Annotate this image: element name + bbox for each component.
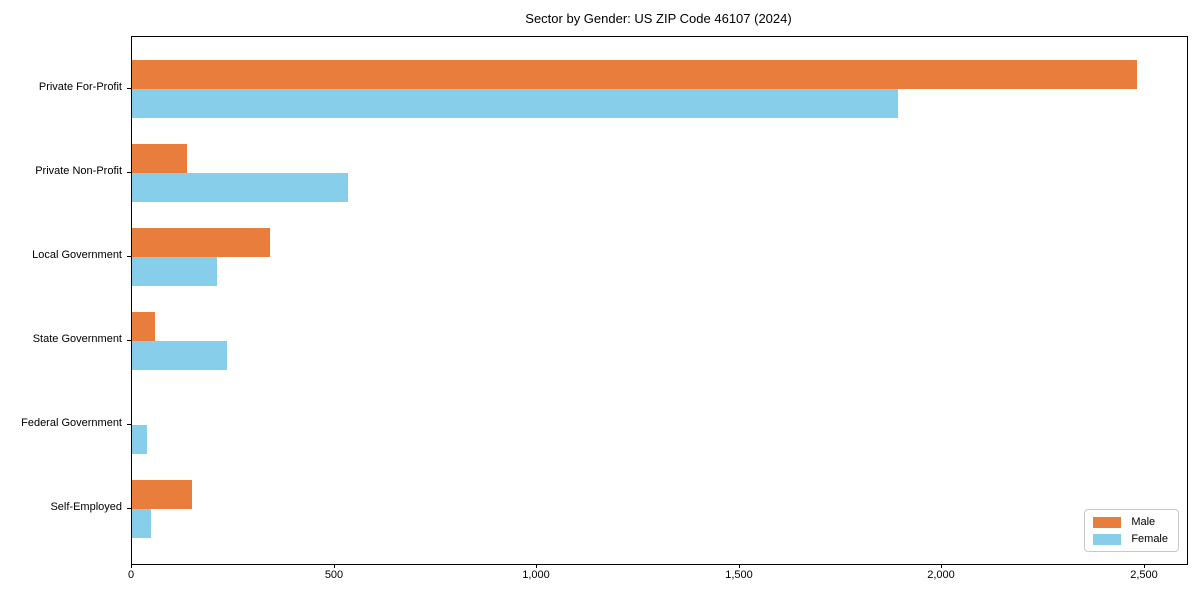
- x-axis-tick: [1144, 564, 1145, 568]
- y-axis-tick: [127, 88, 131, 89]
- bar-female-private-for-profit: [132, 89, 898, 118]
- legend-item-female: Female: [1093, 533, 1168, 545]
- y-axis-label-private-non-profit: Private Non-Profit: [35, 165, 122, 177]
- x-axis-tick-label-0: 0: [127, 569, 135, 581]
- bar-female-state-government: [132, 341, 227, 370]
- x-axis-tick-label-1000: 1,000: [522, 569, 550, 581]
- y-axis-label-local-government: Local Government: [32, 249, 122, 261]
- y-axis-tick: [127, 340, 131, 341]
- bar-male-private-for-profit: [132, 60, 1137, 89]
- legend: Male Female: [1084, 509, 1179, 552]
- y-axis-tick: [127, 424, 131, 425]
- x-axis-tick-label-1500: 1,500: [725, 569, 753, 581]
- x-axis-tick: [131, 564, 132, 568]
- legend-swatch-male-icon: [1093, 516, 1122, 528]
- y-axis-tick: [127, 256, 131, 257]
- legend-label-male: Male: [1131, 516, 1156, 528]
- bar-female-self-employed: [132, 509, 151, 538]
- y-axis-label-self-employed: Self-Employed: [50, 501, 122, 513]
- bar-male-local-government: [132, 228, 270, 257]
- bar-female-private-non-profit: [132, 173, 348, 202]
- x-axis-tick-label-2500: 2,500: [1130, 569, 1158, 581]
- bar-male-private-non-profit: [132, 144, 187, 173]
- x-axis-tick: [739, 564, 740, 568]
- y-axis-label-federal-government: Federal Government: [21, 417, 122, 429]
- legend-swatch-female-icon: [1093, 533, 1122, 545]
- x-axis-tick-label-2000: 2,000: [927, 569, 955, 581]
- bar-female-local-government: [132, 257, 217, 286]
- x-axis-tick: [941, 564, 942, 568]
- bar-male-state-government: [132, 312, 155, 341]
- y-axis-tick: [127, 172, 131, 173]
- legend-item-male: Male: [1093, 516, 1168, 528]
- x-axis-tick: [334, 564, 335, 568]
- y-axis-label-private-for-profit: Private For-Profit: [38, 81, 122, 93]
- x-axis-tick: [536, 564, 537, 568]
- chart-title: Sector by Gender: US ZIP Code 46107 (202…: [525, 11, 792, 26]
- bar-female-federal-government: [132, 425, 147, 454]
- y-axis-tick: [127, 508, 131, 509]
- y-axis-label-state-government: State Government: [32, 333, 122, 345]
- plot-area: Male Female: [131, 36, 1188, 565]
- legend-label-female: Female: [1131, 533, 1168, 545]
- x-axis-tick-label-500: 500: [324, 569, 344, 581]
- bar-male-self-employed: [132, 480, 192, 509]
